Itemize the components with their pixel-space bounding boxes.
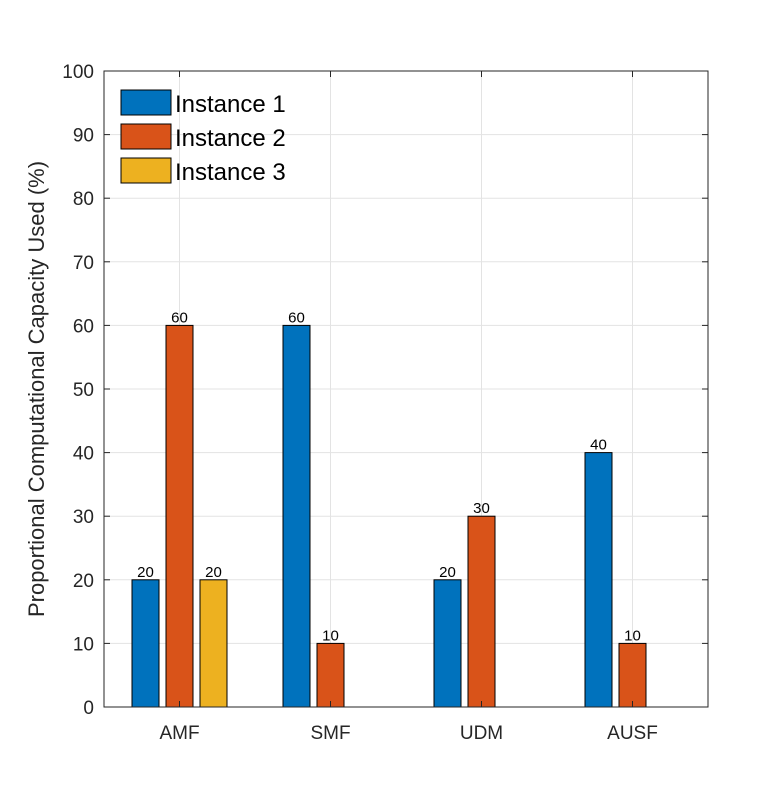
y-tick-label: 60 (73, 316, 94, 337)
bar-udm-instance-1 (433, 579, 462, 708)
y-tick-label: 10 (73, 634, 94, 655)
x-tick-label: UDM (460, 723, 503, 744)
data-label: 20 (205, 564, 222, 581)
x-tick-label: AUSF (607, 723, 658, 744)
legend: Instance 1 Instance 2 Instance 3 (120, 89, 286, 186)
bar-amf-instance-1 (131, 579, 160, 708)
data-label: 40 (590, 437, 607, 454)
data-labels: 20 60 20 60 10 20 30 40 10 (137, 309, 641, 644)
y-tick-label: 30 (73, 507, 94, 528)
legend-swatch (120, 89, 172, 116)
x-tick-label: SMF (310, 723, 350, 744)
legend-swatch (120, 157, 172, 184)
y-tick-label: 80 (73, 189, 94, 210)
y-tick-label: 40 (73, 444, 94, 465)
axis-ticks: 0 10 20 30 40 50 60 70 80 90 100 AMF SMF UDM AUSF (62, 62, 708, 744)
data-label: 60 (288, 309, 305, 326)
y-tick-label: 100 (62, 62, 94, 83)
legend-label: Instance 3 (175, 159, 286, 186)
bar-ausf-instance-1 (584, 452, 613, 708)
legend-label: Instance 2 (175, 125, 286, 152)
y-tick-label: 0 (83, 698, 94, 719)
bars (131, 324, 647, 708)
y-tick-label: 90 (73, 126, 94, 147)
data-label: 20 (439, 564, 456, 581)
legend-swatch (120, 123, 172, 150)
bar-smf-instance-1 (282, 324, 311, 708)
y-tick-label: 20 (73, 571, 94, 592)
data-label: 10 (624, 627, 641, 644)
data-label: 30 (473, 500, 490, 517)
y-tick-label: 70 (73, 253, 94, 274)
data-label: 10 (322, 627, 339, 644)
y-tick-label: 50 (73, 380, 94, 401)
bar-udm-instance-2 (467, 515, 496, 708)
y-axis-label: Proportional Computational Capacity Used… (24, 161, 49, 617)
bar-amf-instance-3 (199, 579, 228, 708)
bar-amf-instance-2 (165, 324, 194, 708)
x-tick-label: AMF (159, 723, 199, 744)
data-label: 60 (171, 309, 188, 326)
legend-label: Instance 1 (175, 91, 286, 118)
bar-smf-instance-2 (316, 642, 345, 708)
data-label: 20 (137, 564, 154, 581)
bar-ausf-instance-2 (618, 642, 647, 708)
